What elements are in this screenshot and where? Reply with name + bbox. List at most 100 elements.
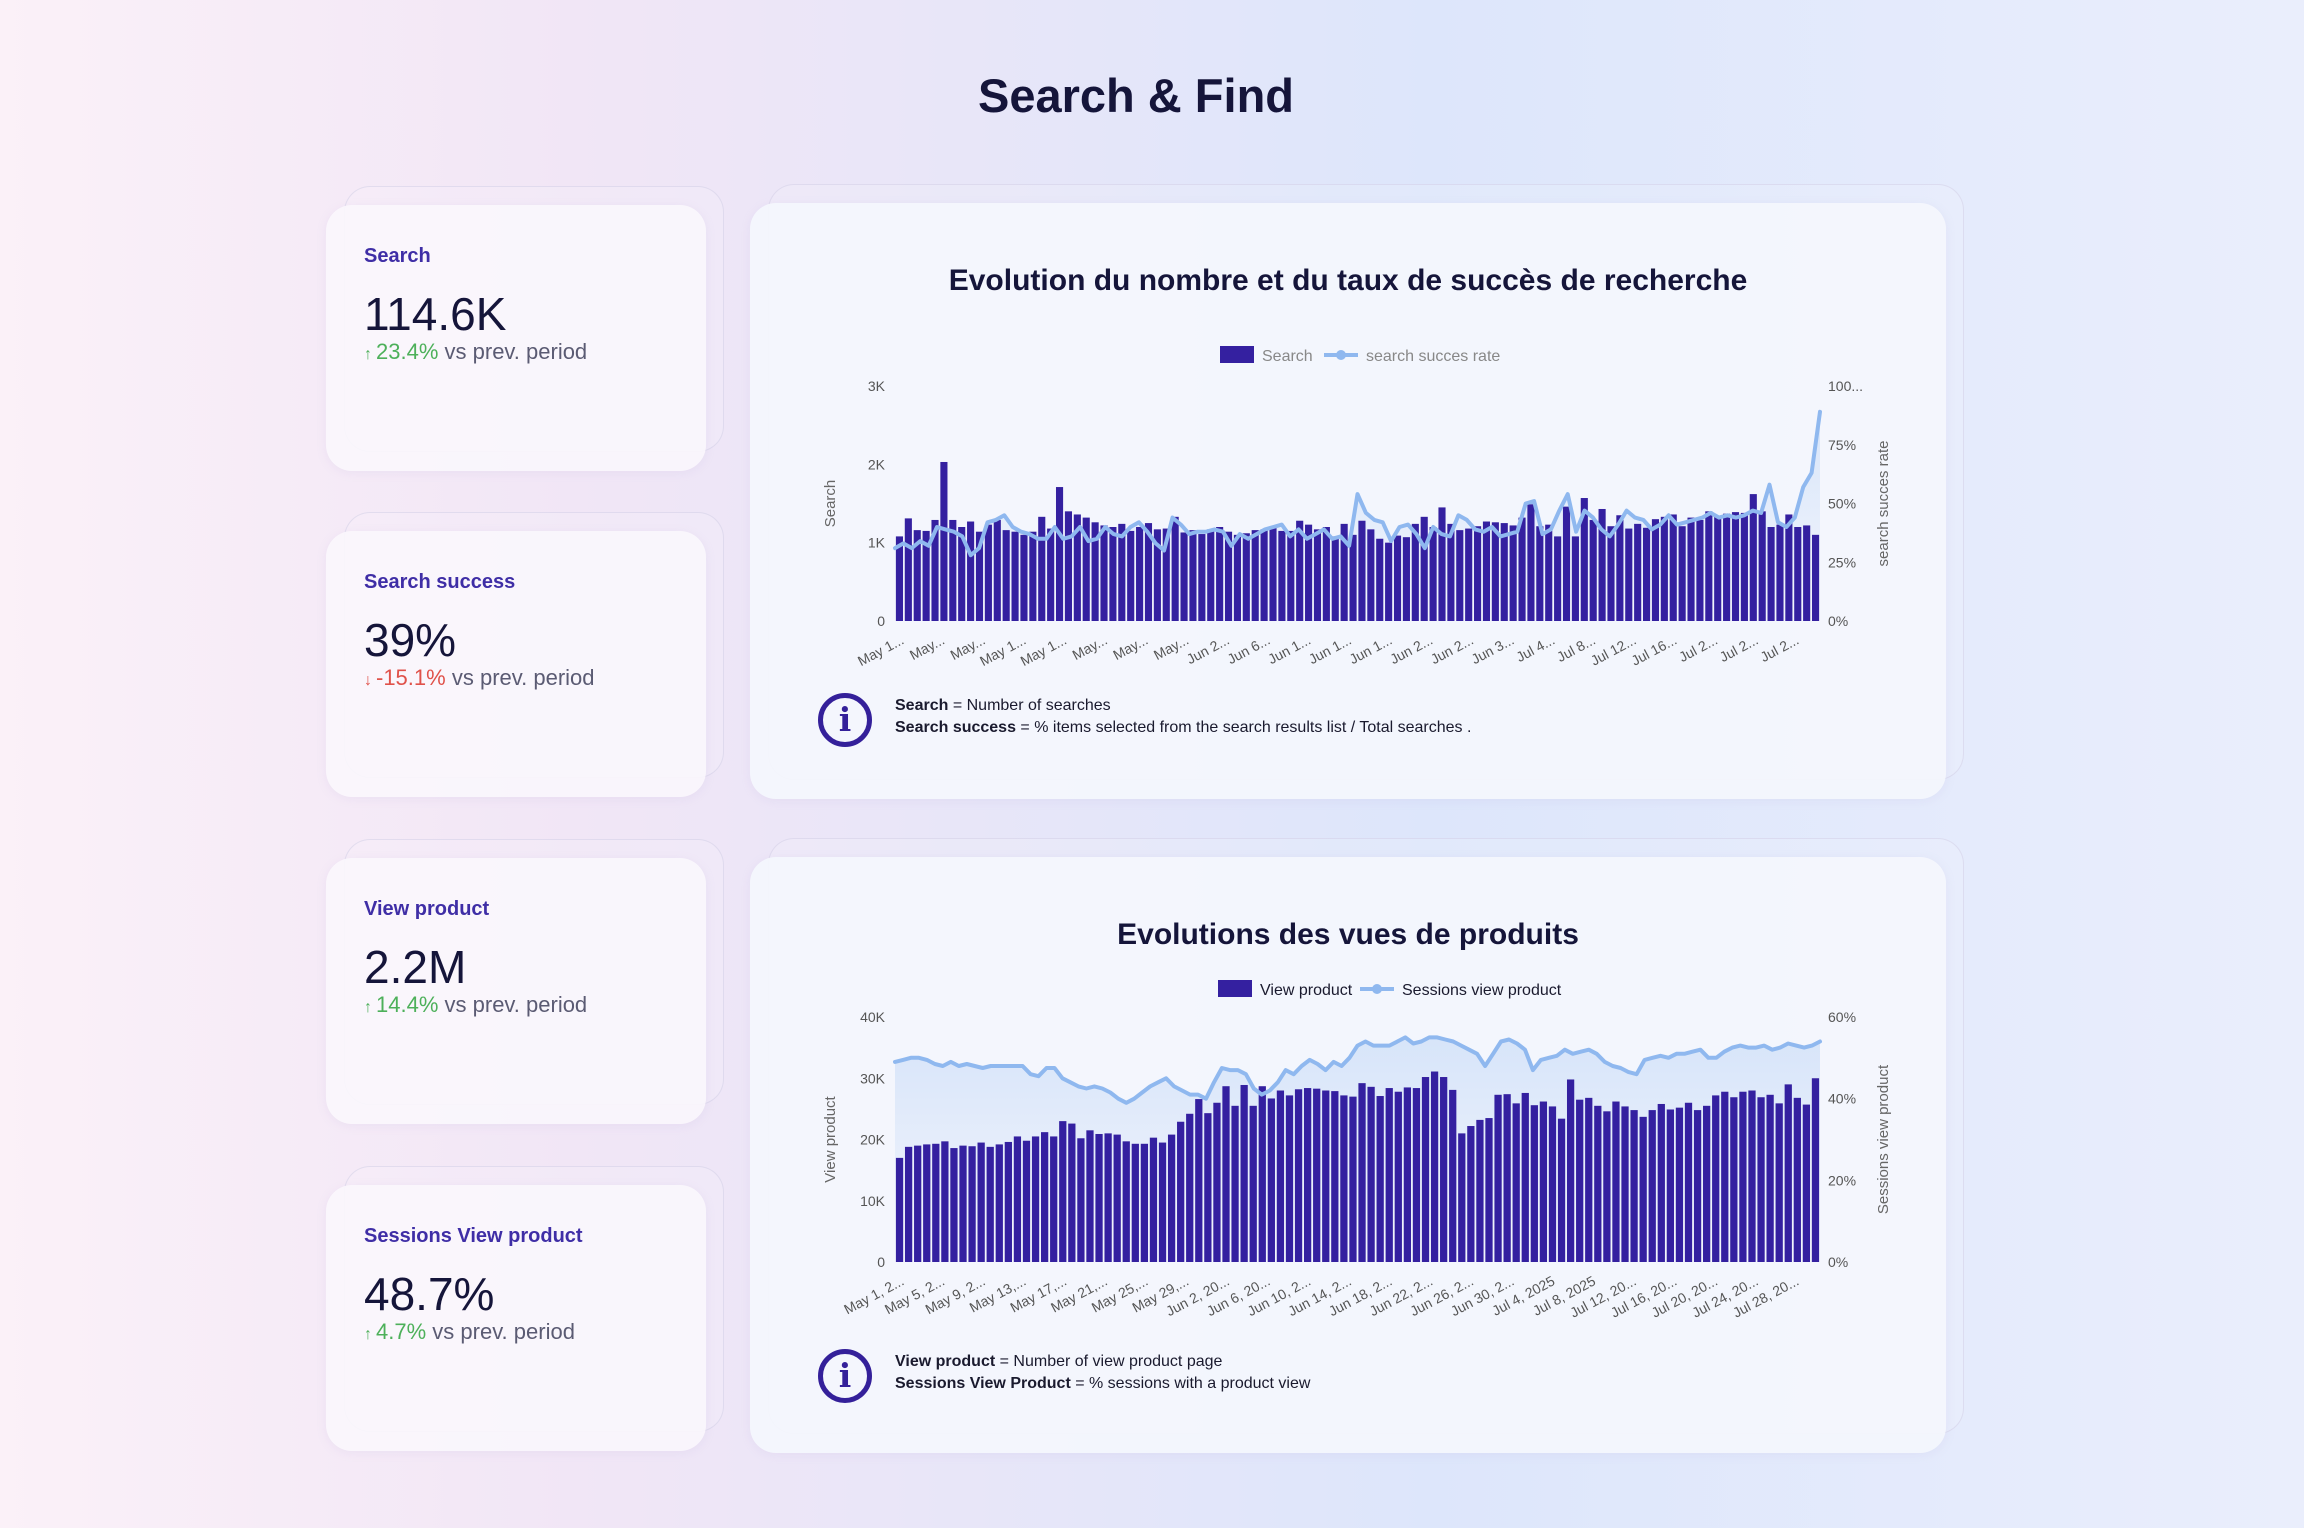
- info-term: View product: [895, 1353, 996, 1370]
- bar: [1621, 1106, 1629, 1262]
- x-tick-label: May 1...: [855, 632, 906, 670]
- bar: [1603, 1111, 1611, 1262]
- bar: [1393, 535, 1402, 621]
- bar: [1287, 530, 1295, 621]
- bar: [1527, 504, 1535, 621]
- bar: [1585, 1097, 1593, 1262]
- bar: [1171, 516, 1179, 621]
- bar: [1758, 511, 1766, 621]
- bar: [1189, 530, 1197, 621]
- series-line: [893, 409, 1822, 558]
- bar: [1376, 1096, 1384, 1262]
- legend-label: Sessions view product: [1402, 982, 1562, 999]
- kpi-delta: ↑ 14.4% vs prev. period: [364, 992, 587, 1018]
- y2-tick-label: 50%: [1828, 496, 1856, 512]
- bar: [913, 530, 921, 621]
- bar: [1730, 1097, 1738, 1262]
- bar: [949, 519, 957, 621]
- bar: [1109, 527, 1117, 621]
- bar: [1276, 1090, 1285, 1262]
- bar: [1634, 523, 1642, 621]
- bar: [1285, 1095, 1294, 1262]
- bar: [1402, 537, 1410, 621]
- bar: [1213, 1102, 1221, 1262]
- kpi-card: View product 2.2M ↑ 14.4% vs prev. period: [326, 858, 706, 1124]
- bar: [1233, 534, 1241, 621]
- y-axis-label: Search: [822, 480, 839, 528]
- bar: [1077, 1138, 1085, 1262]
- x-tick-label: May...: [1151, 632, 1191, 664]
- bar: [1002, 530, 1010, 621]
- info-note: Search = Number of searches Search succe…: [895, 695, 1471, 739]
- bar: [1703, 1105, 1711, 1262]
- bar: [1785, 514, 1793, 621]
- bar: [1260, 529, 1268, 621]
- bar: [1136, 527, 1144, 621]
- bar: [1313, 529, 1322, 621]
- y2-tick-label: 0%: [1828, 613, 1848, 629]
- x-tick-label: Jul 2...: [1757, 632, 1801, 665]
- y-tick-label: 0: [877, 1254, 885, 1270]
- bar: [1421, 1077, 1430, 1262]
- bar: [1186, 1113, 1194, 1262]
- bar: [1158, 1142, 1167, 1262]
- bar: [1518, 517, 1526, 621]
- y-tick-label: 2K: [868, 456, 886, 472]
- bar: [1757, 1097, 1765, 1262]
- bar: [1055, 487, 1064, 621]
- x-tick-label: Jul 2...: [1676, 632, 1720, 665]
- bar: [1639, 1116, 1647, 1262]
- kpi-delta-value: 4.7%: [376, 1319, 427, 1344]
- arrow-down-icon: ↓: [364, 672, 372, 689]
- legend-label: search succes rate: [1366, 348, 1500, 365]
- bar: [1440, 1077, 1448, 1262]
- y-axis-label: View product: [822, 1095, 839, 1182]
- y-tick-label: 40K: [860, 1009, 886, 1025]
- bar: [914, 1145, 922, 1262]
- bar: [1127, 530, 1135, 621]
- bar: [1140, 1143, 1149, 1262]
- info-line: Search success = % items selected from t…: [895, 717, 1471, 739]
- bar: [1207, 529, 1215, 621]
- kpi-delta-suffix: vs prev. period: [432, 1319, 575, 1344]
- legend-swatch-dot: [1372, 984, 1382, 994]
- bar: [904, 518, 912, 621]
- bar: [1385, 1088, 1393, 1262]
- x-tick-label: May 1...: [1018, 632, 1069, 670]
- bar: [1041, 1132, 1049, 1262]
- bar: [1331, 1091, 1339, 1262]
- bar: [1811, 1078, 1820, 1262]
- info-term: Sessions View Product: [895, 1375, 1071, 1392]
- x-tick-label: May...: [1110, 632, 1150, 664]
- bar: [1521, 1092, 1529, 1262]
- bar: [975, 531, 984, 621]
- kpi-delta-suffix: vs prev. period: [444, 992, 588, 1017]
- chart-title: Evolutions des vues de produits: [1117, 918, 1579, 951]
- bar: [1739, 1091, 1747, 1262]
- bar: [1322, 1090, 1330, 1262]
- bar: [1296, 520, 1304, 621]
- y2-tick-label: 40%: [1828, 1091, 1856, 1107]
- bar: [1011, 531, 1019, 621]
- bar: [1554, 536, 1562, 621]
- info-line: Search = Number of searches: [895, 695, 1471, 717]
- bar: [1050, 1136, 1058, 1262]
- bar: [1031, 1136, 1040, 1262]
- bar: [1278, 530, 1286, 621]
- x-tick-label: Jul 16...: [1629, 632, 1680, 669]
- bar: [1803, 525, 1811, 621]
- bar: [1693, 1110, 1702, 1262]
- bar: [1616, 515, 1624, 621]
- kpi-value: 2.2M: [364, 941, 467, 993]
- bar: [1669, 514, 1677, 621]
- legend-swatch-bar: [1220, 346, 1254, 363]
- bar: [1651, 519, 1660, 621]
- chart-card-search: Evolution du nombre et du taux de succès…: [750, 184, 1964, 799]
- bar: [904, 1146, 913, 1262]
- bar: [1180, 532, 1188, 621]
- bar: [1630, 1110, 1638, 1262]
- bar: [1576, 1099, 1584, 1262]
- bar: [1231, 1105, 1239, 1262]
- bar: [1467, 1126, 1475, 1262]
- kpi-delta-suffix: vs prev. period: [451, 665, 595, 690]
